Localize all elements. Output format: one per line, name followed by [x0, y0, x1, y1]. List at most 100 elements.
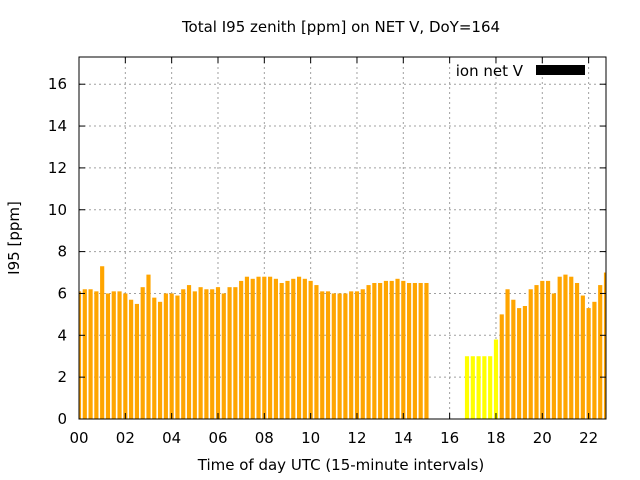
bar — [314, 285, 319, 419]
bar — [407, 282, 412, 419]
bar — [302, 278, 307, 419]
bar — [354, 291, 360, 419]
y-tick-label: 4 — [57, 326, 67, 344]
bar — [580, 295, 585, 419]
bar — [412, 282, 417, 419]
bar — [221, 293, 226, 419]
x-tick-label: 02 — [116, 429, 135, 447]
bar — [540, 280, 545, 419]
bar — [517, 308, 522, 419]
bar — [349, 291, 354, 419]
bar — [291, 278, 296, 419]
bar — [111, 291, 116, 419]
bar — [488, 356, 493, 419]
bar — [592, 301, 597, 419]
y-tick-label: 6 — [57, 284, 67, 302]
bar — [320, 291, 325, 419]
x-tick-label: 14 — [394, 429, 413, 447]
bar — [383, 280, 389, 419]
bar — [175, 295, 180, 419]
bar — [204, 289, 209, 419]
bar — [250, 278, 255, 419]
bar — [378, 282, 383, 419]
bar — [146, 274, 151, 419]
bar — [262, 276, 267, 419]
legend-label: ion net V — [456, 62, 524, 80]
bar — [192, 291, 197, 419]
bar — [528, 289, 533, 419]
bar — [418, 282, 423, 419]
bar — [343, 293, 348, 419]
bar — [401, 280, 406, 419]
y-tick-label: 16 — [48, 75, 67, 93]
y-tick-label: 14 — [48, 117, 67, 135]
bar — [598, 285, 603, 419]
bar — [395, 278, 400, 419]
bar — [586, 308, 591, 419]
bar — [603, 272, 606, 419]
bar — [268, 276, 273, 419]
bar — [256, 276, 261, 419]
bar — [105, 293, 111, 419]
x-tick-label: 00 — [69, 429, 88, 447]
bar — [239, 280, 244, 419]
bar — [470, 356, 475, 419]
bar — [308, 280, 313, 419]
bar — [337, 293, 342, 419]
x-tick-label: 22 — [579, 429, 598, 447]
x-tick-label: 08 — [255, 429, 274, 447]
x-tick-label: 16 — [440, 429, 459, 447]
y-tick-label: 2 — [57, 368, 67, 386]
bar — [546, 280, 551, 419]
bar — [551, 293, 556, 419]
bar — [325, 291, 331, 419]
bar — [88, 289, 93, 419]
x-tick-label: 12 — [347, 429, 366, 447]
x-tick-label: 20 — [533, 429, 552, 447]
legend: ion net V — [456, 62, 585, 80]
bar — [424, 282, 429, 419]
x-tick-label: 04 — [162, 429, 181, 447]
legend-swatch — [536, 65, 585, 75]
bar — [569, 276, 574, 419]
bar — [157, 301, 163, 419]
x-tick-label: 06 — [208, 429, 227, 447]
bar — [210, 289, 215, 419]
y-tick-label: 10 — [48, 201, 67, 219]
chart-title: Total I95 zenith [ppm] on NET V, DoY=164 — [181, 18, 500, 36]
bar — [574, 282, 580, 419]
y-tick-label: 8 — [57, 243, 67, 261]
x-tick-label: 18 — [486, 429, 505, 447]
x-axis-label: Time of day UTC (15-minute intervals) — [197, 456, 484, 474]
bar — [123, 293, 128, 419]
bar — [534, 285, 539, 419]
bar — [163, 293, 168, 419]
y-tick-label: 12 — [48, 159, 67, 177]
bar — [100, 266, 105, 419]
bar — [244, 276, 250, 419]
y-tick-label: 0 — [57, 410, 67, 428]
bar — [181, 289, 186, 419]
bar — [511, 299, 516, 419]
bar — [273, 278, 278, 419]
bar — [563, 274, 568, 419]
bar — [79, 291, 82, 419]
bar — [140, 287, 145, 419]
bar — [129, 299, 134, 419]
bar — [186, 285, 192, 419]
plot-frame — [78, 56, 607, 420]
bar — [285, 280, 290, 419]
bar — [482, 356, 487, 419]
bar — [94, 291, 99, 419]
bar — [464, 356, 470, 419]
bar — [134, 303, 139, 419]
x-tick-label: 10 — [301, 429, 320, 447]
bar — [296, 276, 302, 419]
bar — [279, 282, 284, 419]
bar — [152, 297, 157, 419]
bar — [372, 282, 377, 419]
y-axis-label: I95 [ppm] — [5, 201, 23, 275]
bar — [227, 287, 232, 419]
